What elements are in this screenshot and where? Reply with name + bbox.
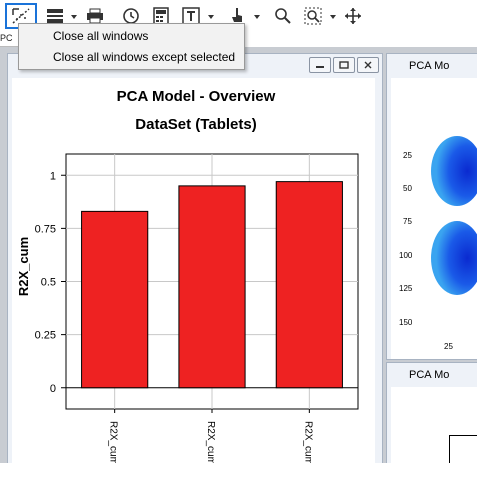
chart-title: PCA Model - Overview	[116, 88, 276, 105]
bar	[178, 185, 246, 389]
x-tick-label: R2X_cum	[108, 421, 119, 463]
y-tick-label: 0.25	[35, 330, 56, 342]
score-plot: 25 50 75 100 125 150 25	[391, 78, 477, 359]
chevron-down-icon[interactable]	[208, 15, 214, 19]
y-tick-label: 0	[50, 383, 56, 395]
close-button[interactable]	[357, 57, 379, 73]
x-tick-label: R2X_cum	[302, 421, 313, 463]
y-tick-label: 0.5	[41, 277, 56, 289]
pca-window-1[interactable]: PCA Mo 25 50 75 100 125 150 25	[386, 53, 477, 360]
status-area	[0, 463, 477, 483]
printer-icon	[87, 8, 103, 24]
window-controls	[309, 57, 379, 73]
x-tick-label: R2X_cum	[205, 421, 216, 463]
highlight-button[interactable]	[226, 5, 248, 27]
window-title: PCA Mo	[409, 369, 450, 381]
minimize-button[interactable]	[309, 57, 331, 73]
context-menu: Close all windows Close all windows exce…	[18, 23, 245, 70]
maximize-icon	[339, 61, 349, 69]
chevron-down-icon[interactable]	[330, 15, 336, 19]
zoom-area-icon	[304, 7, 322, 25]
heatmap-image	[431, 136, 477, 295]
pan-arrows-icon	[345, 8, 361, 24]
bar	[275, 181, 343, 389]
x-tick-label: 25	[444, 342, 453, 351]
close-icon	[364, 61, 372, 69]
maximize-button[interactable]	[333, 57, 355, 73]
bar-chart: 0 0.25 0.5 0.75 1 R2X_cum R2X_cum R2X_cum R2X_cu…	[16, 153, 359, 463]
hand-pointer-icon	[232, 8, 242, 22]
chevron-down-icon[interactable]	[71, 15, 77, 19]
y-tick-label: 75	[403, 217, 412, 226]
window-body	[391, 387, 477, 465]
y-tick-label: 1	[50, 170, 56, 182]
layout-icon	[47, 9, 63, 23]
pca-window-2[interactable]: PCA Mo	[386, 362, 477, 465]
y-tick-label: 125	[399, 284, 413, 293]
window-title: PCA Mo	[409, 60, 450, 72]
address-field[interactable]: PC	[0, 33, 22, 47]
y-tick-label: 50	[403, 184, 412, 193]
menu-item-close-all[interactable]: Close all windows	[53, 29, 149, 43]
pan-button[interactable]	[342, 5, 364, 27]
menu-item-close-all-except-selected[interactable]: Close all windows except selected	[53, 50, 236, 64]
y-axis-label: R2X_cum	[16, 237, 31, 296]
selection-icon	[12, 8, 30, 24]
y-tick-label: 100	[399, 251, 413, 260]
zoom-button[interactable]	[272, 5, 294, 27]
chevron-down-icon[interactable]	[254, 15, 260, 19]
y-tick-label: 25	[403, 151, 412, 160]
magnifier-icon	[275, 8, 291, 24]
y-tick-label: 0.75	[35, 223, 56, 235]
bar	[81, 210, 149, 389]
chart-subtitle: DataSet (Tablets)	[135, 116, 257, 133]
layout-button[interactable]	[44, 5, 66, 27]
y-tick-label: 150	[399, 318, 413, 327]
zoom-area-button[interactable]	[302, 5, 324, 27]
plot-frame	[449, 435, 477, 465]
minimize-icon	[316, 66, 324, 68]
chart-area: PCA Model - Overview DataSet (Tablets) 0…	[12, 78, 375, 463]
